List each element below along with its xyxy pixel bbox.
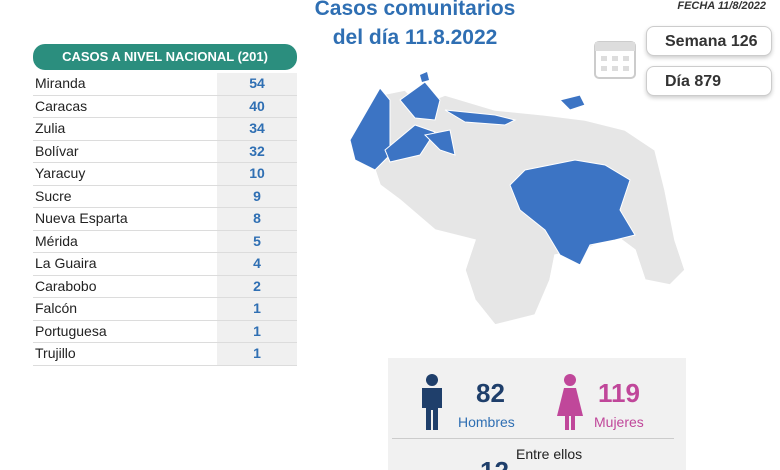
table-row: Caracas 40 — [33, 95, 297, 118]
case-count: 10 — [217, 163, 297, 185]
state-name: Caracas — [33, 95, 217, 117]
table-row: Miranda 54 — [33, 73, 297, 96]
state-name: Zulia — [33, 118, 217, 140]
table-row: Trujillo 1 — [33, 343, 297, 366]
case-count: 8 — [217, 208, 297, 230]
state-name: Trujillo — [33, 343, 217, 365]
table-row: Sucre 9 — [33, 185, 297, 208]
case-count: 5 — [217, 230, 297, 252]
table-row: Zulia 34 — [33, 118, 297, 141]
state-name: Yaracuy — [33, 163, 217, 185]
table-row: Portuguesa 1 — [33, 320, 297, 343]
case-count: 9 — [217, 185, 297, 207]
title: Casos comunitarios — [314, 0, 516, 20]
minors-count: 12 — [480, 456, 509, 470]
woman-icon — [557, 374, 583, 430]
title: del día 11.8.2022 — [332, 26, 498, 49]
table-row: Bolívar 32 — [33, 140, 297, 163]
map — [349, 72, 686, 326]
state-name: Nueva Esparta — [33, 208, 217, 230]
state-name: Bolívar — [33, 140, 217, 162]
case-count: 1 — [217, 320, 297, 342]
case-count: 1 — [217, 343, 297, 365]
table-title: CASOS A NIVEL NACIONAL (201) — [33, 44, 297, 70]
state-name: Miranda — [33, 73, 217, 95]
state-name: Falcón — [33, 298, 217, 320]
state-name: Carabobo — [33, 275, 217, 297]
case-count: 2 — [217, 275, 297, 297]
state-name: La Guaira — [33, 253, 217, 275]
divider — [392, 438, 674, 439]
state-name: Mérida — [33, 230, 217, 252]
women-label: Mujeres — [594, 414, 644, 430]
table-row: Falcón 1 — [33, 298, 297, 321]
women-count: 119 — [598, 378, 640, 408]
minors-label: Entre ellos — [516, 446, 583, 462]
men-label: Hombres — [458, 414, 515, 430]
man-icon — [422, 374, 442, 430]
men-count: 82 — [476, 378, 505, 408]
case-count: 32 — [217, 140, 297, 162]
case-count: 40 — [217, 95, 297, 117]
day: Día 879 — [646, 66, 772, 96]
case-count: 54 — [217, 73, 297, 95]
date: FECHA 11/8/2022 — [677, 0, 766, 12]
case-count: 4 — [217, 253, 297, 275]
table-row: Mérida 5 — [33, 230, 297, 253]
table-row: Carabobo 2 — [33, 275, 297, 298]
case-count: 1 — [217, 298, 297, 320]
table-row: La Guaira 4 — [33, 253, 297, 276]
week: Semana 126 — [646, 26, 772, 56]
calendar-icon — [594, 41, 636, 79]
table-row: Nueva Esparta 8 — [33, 208, 297, 231]
gender-panel: 82 Hombres 119 Mujeres Entre ellos 12 — [388, 358, 686, 470]
state-name: Sucre — [33, 185, 217, 207]
case-count: 34 — [217, 118, 297, 140]
table-row: Yaracuy 10 — [33, 163, 297, 186]
state-name: Portuguesa — [33, 320, 217, 342]
table: Miranda 54 Caracas 40 Zulia 34 Bolívar 32 Yaracu… — [33, 73, 297, 366]
